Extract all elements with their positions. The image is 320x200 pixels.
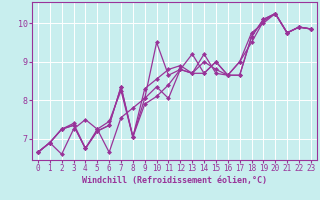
X-axis label: Windchill (Refroidissement éolien,°C): Windchill (Refroidissement éolien,°C)	[82, 176, 267, 185]
